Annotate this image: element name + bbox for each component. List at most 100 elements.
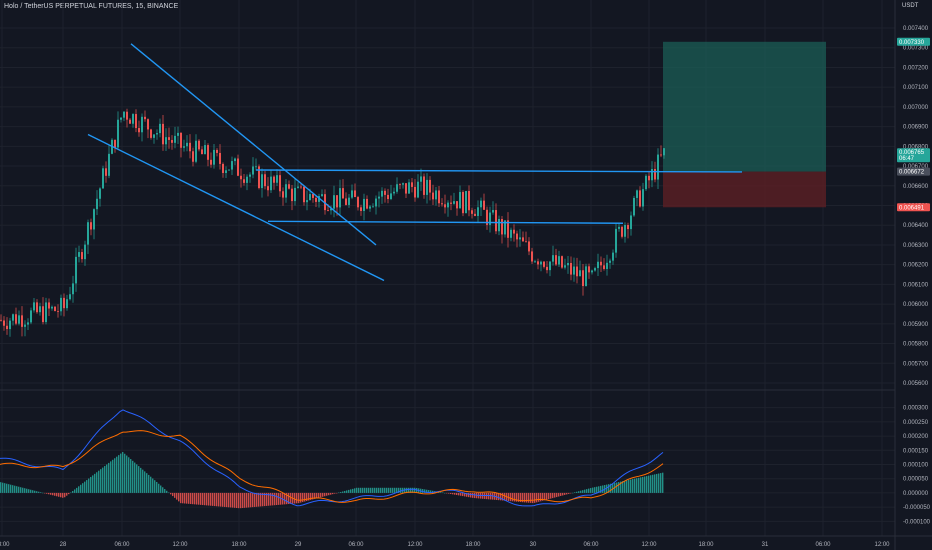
macd-histogram-bar xyxy=(470,492,472,498)
macd-histogram-bar xyxy=(394,487,396,493)
candle-body xyxy=(585,266,587,287)
macd-histogram-bar xyxy=(286,492,288,505)
macd-histogram-bar xyxy=(458,492,460,496)
time-axis[interactable]: 18:00 28 06:00 12:00 18:00 29 06:00 12:00 18:00 3… xyxy=(0,542,890,548)
trendlines[interactable] xyxy=(87,43,743,282)
macd-histogram-bar xyxy=(514,492,516,502)
macd-histogram-bar xyxy=(238,492,240,509)
candle-body xyxy=(141,116,143,133)
price-tick-label: 0.005800 xyxy=(903,342,929,348)
candle-body xyxy=(117,119,119,148)
candle-body xyxy=(522,237,524,242)
macd-histogram-bar xyxy=(62,492,64,498)
candle-body xyxy=(57,310,59,312)
candle-body xyxy=(240,175,242,180)
target-badge-text: 0.007330 xyxy=(899,40,925,46)
macd-histogram-bar xyxy=(244,492,246,508)
profit-zone xyxy=(663,41,826,172)
macd-histogram-bar xyxy=(242,492,244,508)
macd-histogram-bar xyxy=(276,492,278,506)
macd-histogram-bar xyxy=(336,492,338,494)
candle-body xyxy=(471,210,473,214)
macd-histogram-bar xyxy=(544,492,546,501)
macd-axis[interactable]: 0.000300 0.000250 0.000200 0.000150 0.000100… xyxy=(903,406,931,526)
candle-body xyxy=(408,182,410,194)
currency-label[interactable]: USDT xyxy=(902,3,919,9)
time-tick-label: 06:00 xyxy=(815,542,831,548)
price-tick-label: 0.007400 xyxy=(903,26,929,32)
candle-body xyxy=(15,314,17,324)
macd-histogram-bar xyxy=(516,492,518,502)
candle-body xyxy=(60,297,62,312)
trendline[interactable] xyxy=(255,169,743,173)
candle-body xyxy=(336,195,338,208)
macd-histogram-bar xyxy=(220,492,222,507)
macd-histogram-bar xyxy=(300,492,302,503)
macd-histogram-bar xyxy=(520,492,522,503)
macd-histogram-bar xyxy=(500,492,502,501)
trendline[interactable] xyxy=(267,220,624,224)
candle-body xyxy=(252,166,254,175)
macd-histogram-bar xyxy=(542,492,544,501)
candle-body xyxy=(453,201,455,204)
macd-histogram-bar xyxy=(46,492,48,494)
macd-histogram-bar xyxy=(216,492,218,507)
macd-histogram-bar xyxy=(368,487,370,493)
candle-body xyxy=(174,135,176,143)
macd-histogram-bar xyxy=(288,492,290,505)
candle-body xyxy=(63,297,65,309)
macd-histogram-bar xyxy=(88,478,90,493)
candle-body xyxy=(537,261,539,265)
candle-body xyxy=(558,256,560,265)
candle-body xyxy=(9,320,11,330)
candle-body xyxy=(147,119,149,130)
macd-histogram-bar xyxy=(52,492,54,496)
macd-histogram-bar xyxy=(28,489,30,493)
candle-body xyxy=(282,191,284,198)
macd-histogram-bar xyxy=(538,492,540,502)
candle-body xyxy=(327,210,329,211)
price-axis[interactable]: 0.007400 0.007300 0.007200 0.007100 0.007000… xyxy=(903,26,929,387)
macd-histogram-bar xyxy=(468,492,470,498)
macd-histogram-bar xyxy=(78,486,80,493)
macd-histogram-bar xyxy=(74,489,76,493)
macd-histogram-bar xyxy=(564,492,566,495)
macd-histogram-bar xyxy=(184,492,186,504)
macd-tick-label: 0.000250 xyxy=(903,420,929,426)
stop-badge-text: 0.006491 xyxy=(899,205,925,211)
candle-body xyxy=(492,210,494,213)
macd-histogram-bar xyxy=(350,489,352,493)
macd-histogram-bar xyxy=(132,460,134,493)
candle-body xyxy=(429,179,431,193)
candle-body xyxy=(246,176,248,183)
macd-histogram-bar xyxy=(414,487,416,493)
macd-histogram-bar xyxy=(214,492,216,507)
macd-histogram-bar xyxy=(586,489,588,493)
trendline[interactable] xyxy=(130,43,377,246)
price-tick-label: 0.006900 xyxy=(903,125,929,131)
candle-body xyxy=(273,176,275,183)
candle-body xyxy=(300,186,302,188)
macd-histogram-bar xyxy=(644,476,646,493)
time-tick-label: 18:00 xyxy=(465,542,481,548)
candle-body xyxy=(243,179,245,183)
candle-body xyxy=(210,159,212,165)
candle-body xyxy=(315,197,317,202)
candle-body xyxy=(207,145,209,160)
trendline[interactable] xyxy=(87,133,385,282)
macd-histogram-bar xyxy=(406,487,408,493)
macd-histogram-bar xyxy=(174,492,176,498)
macd-histogram-bar xyxy=(90,476,92,493)
candle-body xyxy=(489,212,491,225)
macd-histogram-bar xyxy=(2,482,4,493)
macd-histogram-bar xyxy=(250,492,252,508)
macd-histogram-bar xyxy=(462,492,464,497)
candle-body xyxy=(645,175,647,190)
candle-body xyxy=(357,197,359,208)
candle-body xyxy=(363,198,365,211)
chart-title: Holo / TetherUS PERPETUAL FUTURES, 15, B… xyxy=(4,3,179,10)
macd-histogram-bar xyxy=(298,492,300,504)
candle-body xyxy=(150,129,152,138)
macd-histogram-bar xyxy=(356,487,358,493)
